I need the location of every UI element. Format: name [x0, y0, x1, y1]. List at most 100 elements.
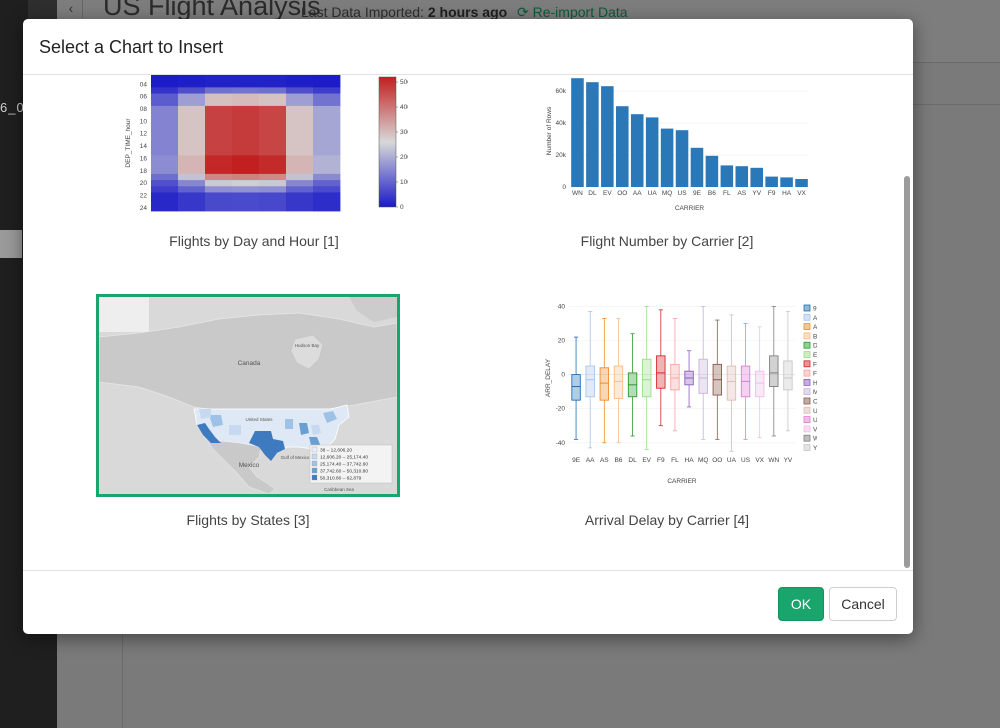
heatmap-cell [151, 198, 179, 206]
map-state-texas [249, 431, 285, 461]
box-x-tick: DL [628, 457, 637, 464]
heatmap-cell [205, 155, 233, 162]
chart-thumb-map[interactable]: Canada Hudson Bay United States Mexico Gulf … [96, 294, 400, 497]
map-state-ny [323, 411, 337, 423]
chart-thumb-bar[interactable]: 0 20k 40k 60k WN DL EV OO AA UA MQ US 9E B6 FL AS YV F9 HA… [517, 75, 817, 217]
heatmap-cell [313, 81, 341, 88]
box-EV [641, 358, 652, 398]
heatmap-cell [286, 198, 314, 206]
box-x-tick: WN [768, 457, 779, 464]
heatmap-cell [178, 155, 206, 162]
box-legend-label: OO [813, 399, 817, 406]
chart-thumb-box[interactable]: -40 -20 0 20 40 9E AA AS B6 DL EV F9 FL HA MQ OO UA US VX W… [517, 303, 817, 495]
box-legend-label: VX [813, 426, 817, 433]
heatmap-cell [286, 143, 314, 150]
heatmap-cell [232, 81, 260, 88]
box-x-tick: MQ [698, 457, 708, 464]
heatmap-y-tick: 24 [140, 205, 148, 212]
box-x-tick: F9 [657, 457, 665, 464]
bar-EV [601, 86, 614, 187]
heatmap-cell [151, 112, 179, 119]
chart-thumb-heatmap[interactable]: 04 06 08 10 12 14 16 18 20 22 24 DEP_TIME_hour 0 1000… [100, 75, 408, 217]
heatmap-cell [232, 167, 260, 175]
heatmap-cell [178, 93, 206, 101]
map-state-illinois [285, 419, 293, 429]
box-legend-swatch [803, 379, 811, 386]
heatmap-cell [232, 124, 260, 132]
heatmap-cell [313, 180, 341, 187]
box-legend-swatch [803, 406, 811, 414]
box-legend-label: HA [813, 380, 817, 387]
heatmap-cell [286, 149, 314, 156]
ok-button[interactable]: OK [778, 587, 824, 621]
bar-US [675, 130, 689, 187]
card-label-3[interactable]: Flights by States [3] [186, 512, 310, 528]
heatmap-cell [232, 180, 260, 187]
map-legend-label: 12,606.20 – 25,174.40 [320, 455, 368, 461]
heatmap-cell [178, 124, 206, 132]
heatmap-cell [151, 118, 179, 125]
heatmap-cell [259, 143, 287, 150]
box-x-tick: EV [642, 457, 651, 464]
heatmap-cell [205, 81, 233, 88]
box-AS [599, 367, 609, 401]
card-label-1[interactable]: Flights by Day and Hour [1] [169, 233, 339, 249]
scrollbar-thumb[interactable] [904, 176, 910, 568]
heatmap-cell [286, 167, 314, 175]
heatmap-cell [205, 143, 233, 150]
bar-x-tick: MQ [662, 190, 672, 197]
box-legend-label: MQ [813, 389, 817, 396]
heatmap-cell [313, 136, 341, 144]
box-B6 [613, 365, 624, 399]
heatmap-cell [313, 143, 341, 150]
bar-x-tick: EV [603, 190, 612, 197]
dialog-scrollbar[interactable] [902, 75, 912, 570]
bar-WN [571, 78, 584, 187]
bar-x-label: CARRIER [675, 205, 705, 212]
app-left-tab-nub[interactable] [0, 230, 22, 258]
heatmap-cell [286, 192, 314, 200]
reimport-link[interactable]: ⟳ Re-import Data [517, 4, 628, 21]
back-icon[interactable]: ‹ [60, 0, 83, 18]
heatmap-cell [232, 155, 260, 162]
app-panel-edge [913, 62, 1000, 105]
heatmap-cell [259, 149, 287, 156]
map-label-0: Canada [238, 360, 261, 367]
heatmap-cell [151, 204, 179, 212]
map-state-georgia [299, 423, 309, 435]
map-legend-label: 50,310.80 – 62,879 [320, 476, 362, 482]
map-state-colorado [229, 425, 241, 435]
card-label-2[interactable]: Flight Number by Carrier [2] [580, 233, 754, 249]
bar-x-tick: OO [617, 190, 627, 197]
heatmap-cell [151, 81, 179, 88]
bar-FL [720, 165, 734, 187]
box-x-tick: FL [671, 457, 679, 464]
card-label-4[interactable]: Arrival Delay by Carrier [4] [584, 512, 750, 528]
heatmap-cell [205, 93, 233, 101]
heatmap-cell [151, 155, 179, 162]
heatmap-y-tick: 06 [140, 94, 148, 101]
heatmap-cell [178, 161, 206, 169]
map-state-california [197, 423, 221, 443]
box-legend-swatch [803, 416, 811, 423]
bar-x-tick: AA [633, 190, 642, 197]
box-legend-swatch [803, 425, 811, 433]
heatmap-cell [286, 75, 314, 82]
map-legend-label: 38 – 12,606.20 [320, 448, 352, 454]
map-tile-light [99, 297, 149, 332]
box-legend-label: YV [813, 445, 817, 452]
heatmap-cell [259, 81, 287, 88]
map-label-2: United States [245, 417, 273, 422]
heatmap-cell [205, 192, 233, 200]
bar-9E [690, 147, 704, 187]
cancel-button[interactable]: Cancel [829, 587, 897, 621]
box-WN [769, 355, 779, 387]
box-legend-swatch [803, 444, 811, 451]
heatmap-cell [178, 118, 206, 125]
heatmap-cell [313, 118, 341, 125]
bar-x-tick: UA [648, 190, 658, 197]
heatmap-cell [205, 112, 233, 119]
dialog-body: 04 06 08 10 12 14 16 18 20 22 24 DEP_TIME_hour 0 1000… [23, 75, 913, 570]
heatmap-cell [313, 167, 341, 175]
heatmap-cell [259, 155, 287, 162]
